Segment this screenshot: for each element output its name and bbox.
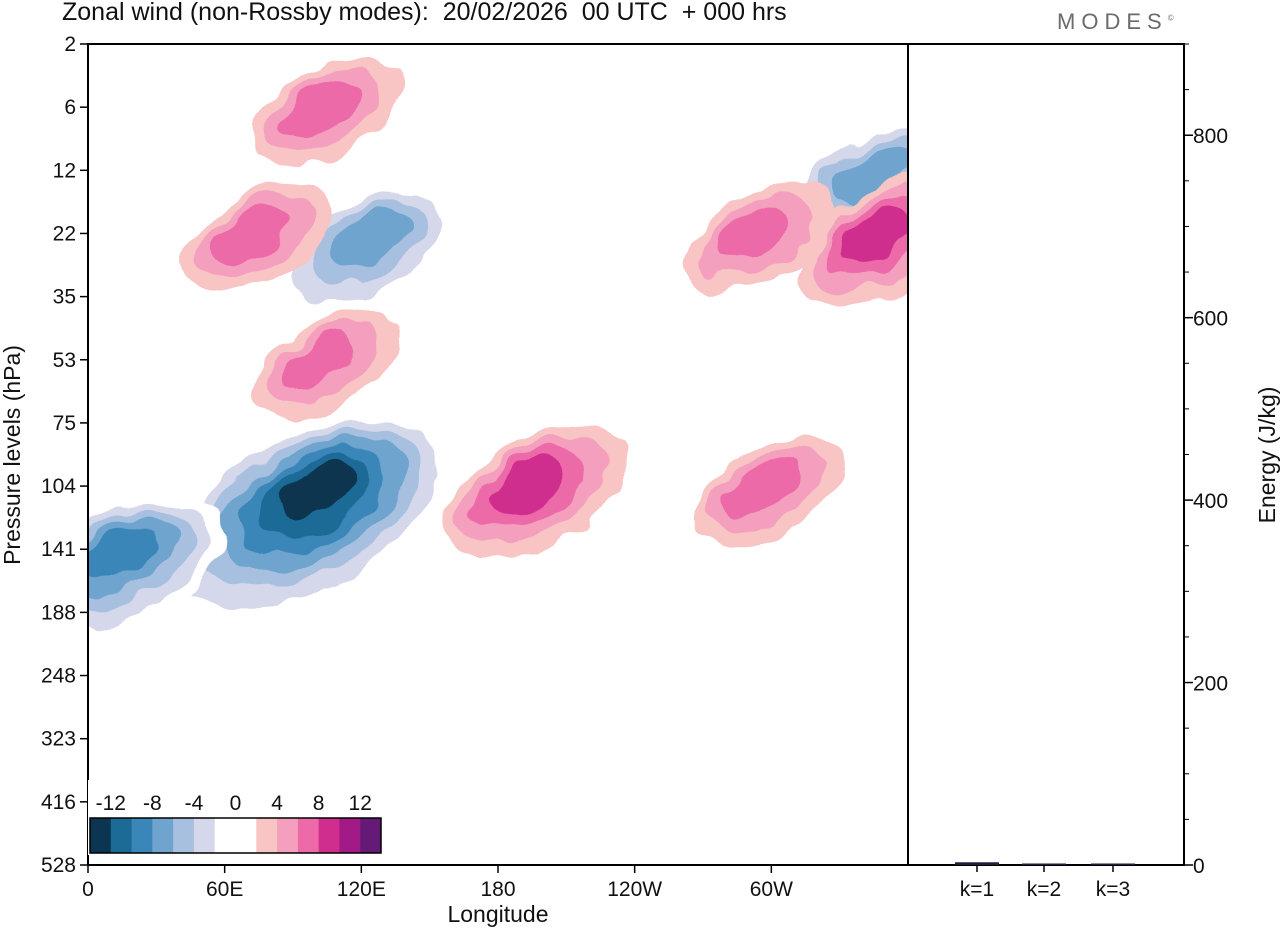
energy-tick-label: 800: [1193, 125, 1228, 148]
colorbar-label: 12: [349, 792, 372, 815]
y-tick-label: 75: [53, 412, 76, 435]
y-tick-label: 53: [53, 349, 76, 372]
colorbar-label: -8: [143, 792, 162, 815]
x-tick-label: 120E: [337, 878, 386, 901]
y-tick-label: 141: [41, 538, 76, 561]
energy-tick-label: 0: [1193, 855, 1205, 878]
westerly-contour: [839, 207, 908, 262]
y-tick-label: 22: [53, 222, 76, 245]
westerly-contour: [725, 460, 803, 515]
colorbar-label: -4: [185, 792, 204, 815]
y-tick-label: 104: [41, 475, 76, 498]
modes-logo: MODES©: [1057, 9, 1174, 34]
westerly-contour: [486, 460, 564, 515]
y-tick-label: 323: [41, 728, 76, 751]
energy-tick-label: 200: [1193, 673, 1228, 696]
colorbar-label: 8: [313, 792, 325, 815]
y-axis-title: Pressure levels (hPa): [0, 345, 25, 565]
y-tick-label: 6: [64, 96, 76, 119]
westerly-contour: [281, 81, 359, 136]
colorbar-swatch: [297, 818, 320, 853]
energy-panel-frame: [907, 43, 1185, 866]
colorbar-frame: [89, 817, 382, 854]
energy-tick-label: 400: [1193, 490, 1228, 513]
colorbar-label: 4: [271, 792, 283, 815]
y-tick-label: 416: [41, 791, 76, 814]
colorbar-swatch: [277, 818, 299, 853]
colorbar-swatch: [173, 818, 195, 853]
x-tick-label: 60W: [750, 878, 793, 901]
colorbar-swatch: [131, 818, 153, 853]
colorbar-swatch: [214, 818, 236, 853]
colorbar-swatch: [152, 818, 174, 853]
y-tick-label: 188: [41, 601, 76, 624]
westerly-contour: [714, 207, 791, 262]
wind-field: [88, 56, 908, 653]
y-tick-label: 12: [53, 159, 76, 182]
energy-x-label: k=3: [1096, 878, 1130, 901]
westerly-contour: [281, 333, 359, 389]
x-axis-title: Longitude: [447, 901, 548, 927]
energy-bar: [1022, 863, 1066, 865]
easterly-contour: [88, 526, 159, 581]
y-tick-label: 248: [41, 665, 76, 688]
colorbar-swatch: [235, 818, 257, 853]
easterly-contour: [833, 147, 908, 202]
colorbar-swatch: [360, 818, 382, 853]
energy-tick-label: 600: [1193, 308, 1228, 331]
x-tick-label: 180: [480, 878, 515, 901]
energy-x-label: k=2: [1027, 878, 1061, 901]
colorbar-label: -12: [96, 792, 126, 815]
energy-axis-title: Energy (J/kg): [1254, 387, 1280, 524]
colorbar: -12 -8 -4 0 4 8 12: [88, 780, 383, 855]
colorbar-swatch: [110, 818, 133, 853]
x-tick-label: 0: [82, 878, 94, 901]
colorbar-swatch: [318, 818, 340, 853]
easterly-contour: [332, 210, 409, 266]
colorbar-swatch: [90, 818, 112, 853]
colorbar-label: 0: [230, 792, 242, 815]
colorbar-swatch: [339, 818, 361, 853]
westerly-contour: [213, 207, 290, 262]
energy-bar: [1091, 863, 1135, 865]
y-tick-label: 2: [64, 33, 76, 56]
x-tick-label: 60E: [206, 878, 243, 901]
y-tick-label: 528: [41, 854, 76, 877]
energy-x-label: k=1: [960, 878, 994, 901]
colorbar-swatch: [193, 818, 216, 853]
energy-bar: [955, 862, 999, 865]
x-tick-label: 120W: [607, 878, 662, 901]
easterly-contour: [279, 463, 357, 518]
chart-title: Zonal wind (non-Rossby modes): 20/02/202…: [62, 0, 787, 26]
colorbar-swatch: [256, 818, 278, 853]
y-tick-label: 35: [53, 286, 76, 309]
